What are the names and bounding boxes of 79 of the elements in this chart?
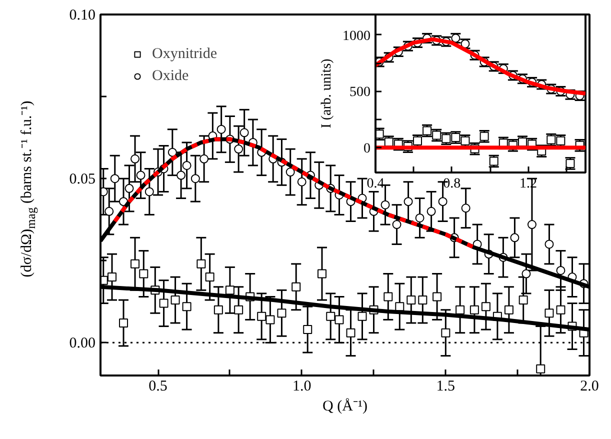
x-axis-title: Q (Å⁻¹)	[322, 398, 368, 414]
point	[182, 160, 192, 170]
x-tick-label: 0.5	[148, 378, 168, 394]
point	[196, 259, 206, 268]
point	[234, 144, 244, 154]
y-tick-label: 0.10	[69, 8, 96, 24]
point	[556, 266, 566, 275]
point	[358, 312, 367, 321]
x-tick-label: 1.5	[436, 378, 456, 394]
y-tick-label: 500	[350, 85, 370, 100]
point	[170, 296, 180, 305]
point	[415, 213, 424, 222]
point	[380, 200, 390, 210]
legend-label: Oxide	[152, 68, 189, 84]
point	[504, 305, 514, 314]
point	[104, 206, 114, 216]
point	[214, 305, 223, 314]
point	[536, 364, 546, 374]
point	[441, 328, 450, 338]
point	[406, 296, 416, 305]
point	[384, 292, 393, 302]
point	[205, 272, 214, 282]
point	[182, 302, 192, 312]
point	[522, 269, 531, 278]
point	[303, 325, 312, 334]
point	[286, 168, 295, 177]
point	[119, 318, 128, 328]
point	[326, 312, 336, 321]
y-tick-label: 0.05	[69, 172, 96, 188]
point	[139, 269, 148, 278]
point	[292, 282, 301, 292]
point	[124, 184, 134, 193]
y-axis-title: I (arb. units)	[320, 58, 334, 128]
point	[395, 302, 404, 312]
y-tick-label: 0.00	[69, 336, 96, 352]
point	[392, 220, 402, 230]
point	[404, 197, 413, 206]
point	[527, 220, 536, 230]
point	[426, 206, 436, 216]
point	[200, 154, 209, 164]
point	[556, 305, 566, 314]
x-tick-label: 0.8	[443, 176, 461, 192]
point	[544, 240, 554, 249]
point	[240, 128, 249, 138]
point	[130, 154, 140, 164]
x-tick-label: 1.0	[292, 378, 312, 394]
y-tick-label: 0	[364, 142, 370, 157]
point	[277, 308, 286, 318]
point	[144, 187, 154, 196]
point	[257, 312, 266, 321]
point	[481, 302, 490, 312]
point	[510, 233, 520, 242]
point	[334, 315, 344, 324]
point	[418, 296, 428, 305]
point	[168, 148, 177, 157]
point	[266, 315, 275, 324]
point	[438, 197, 448, 206]
legend-label: Oxynitride	[152, 46, 217, 62]
point	[225, 286, 234, 295]
point	[130, 259, 140, 268]
point	[159, 298, 168, 308]
point	[190, 174, 200, 184]
point	[317, 269, 326, 278]
point	[136, 170, 146, 180]
point	[456, 305, 465, 314]
point	[470, 305, 479, 314]
point	[110, 174, 120, 184]
y-tick-label: 1000	[342, 28, 370, 44]
point	[108, 272, 117, 282]
point	[216, 124, 226, 134]
point	[432, 292, 442, 302]
point	[461, 204, 470, 213]
point	[234, 305, 244, 314]
point	[176, 170, 186, 180]
point	[297, 177, 306, 186]
x-tick-label: 2.0	[580, 378, 599, 394]
point	[544, 308, 554, 318]
point	[346, 328, 356, 338]
point	[518, 296, 528, 305]
